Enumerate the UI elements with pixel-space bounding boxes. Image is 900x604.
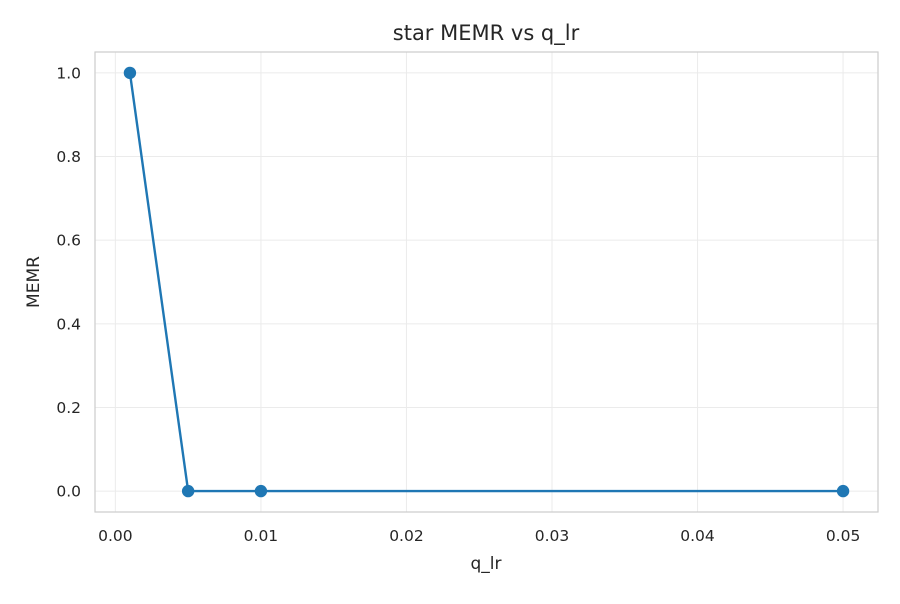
x-tick-label: 0.02 [389, 527, 424, 545]
data-point [181, 484, 195, 498]
y-tick-label: 0.6 [56, 232, 81, 250]
x-tick-label: 0.03 [535, 527, 570, 545]
series-layer [123, 66, 850, 498]
data-point [254, 484, 268, 498]
chart-title: star MEMR vs q_lr [393, 21, 580, 46]
x-tick-label: 0.00 [98, 527, 133, 545]
y-tick-label: 1.0 [56, 64, 81, 82]
y-axis-label: MEMR [24, 256, 44, 308]
series-line [128, 71, 845, 493]
x-tick-label: 0.05 [826, 527, 861, 545]
data-point [123, 66, 137, 80]
y-tick-label: 0.8 [56, 148, 81, 166]
y-tick-label: 0.2 [56, 399, 81, 417]
y-tick-label: 0.0 [56, 483, 81, 501]
x-tick-label: 0.01 [244, 527, 279, 545]
axis-ticks: 0.00 0.01 0.02 0.03 0.04 0.05 0.0 0.2 0.4 0.6 0.8 1… [56, 64, 860, 545]
data-point [836, 484, 850, 498]
plot-area-frame [94, 51, 879, 513]
x-axis-label: q_lr [470, 554, 501, 574]
y-tick-label: 0.4 [56, 315, 81, 333]
x-tick-label: 0.04 [680, 527, 715, 545]
